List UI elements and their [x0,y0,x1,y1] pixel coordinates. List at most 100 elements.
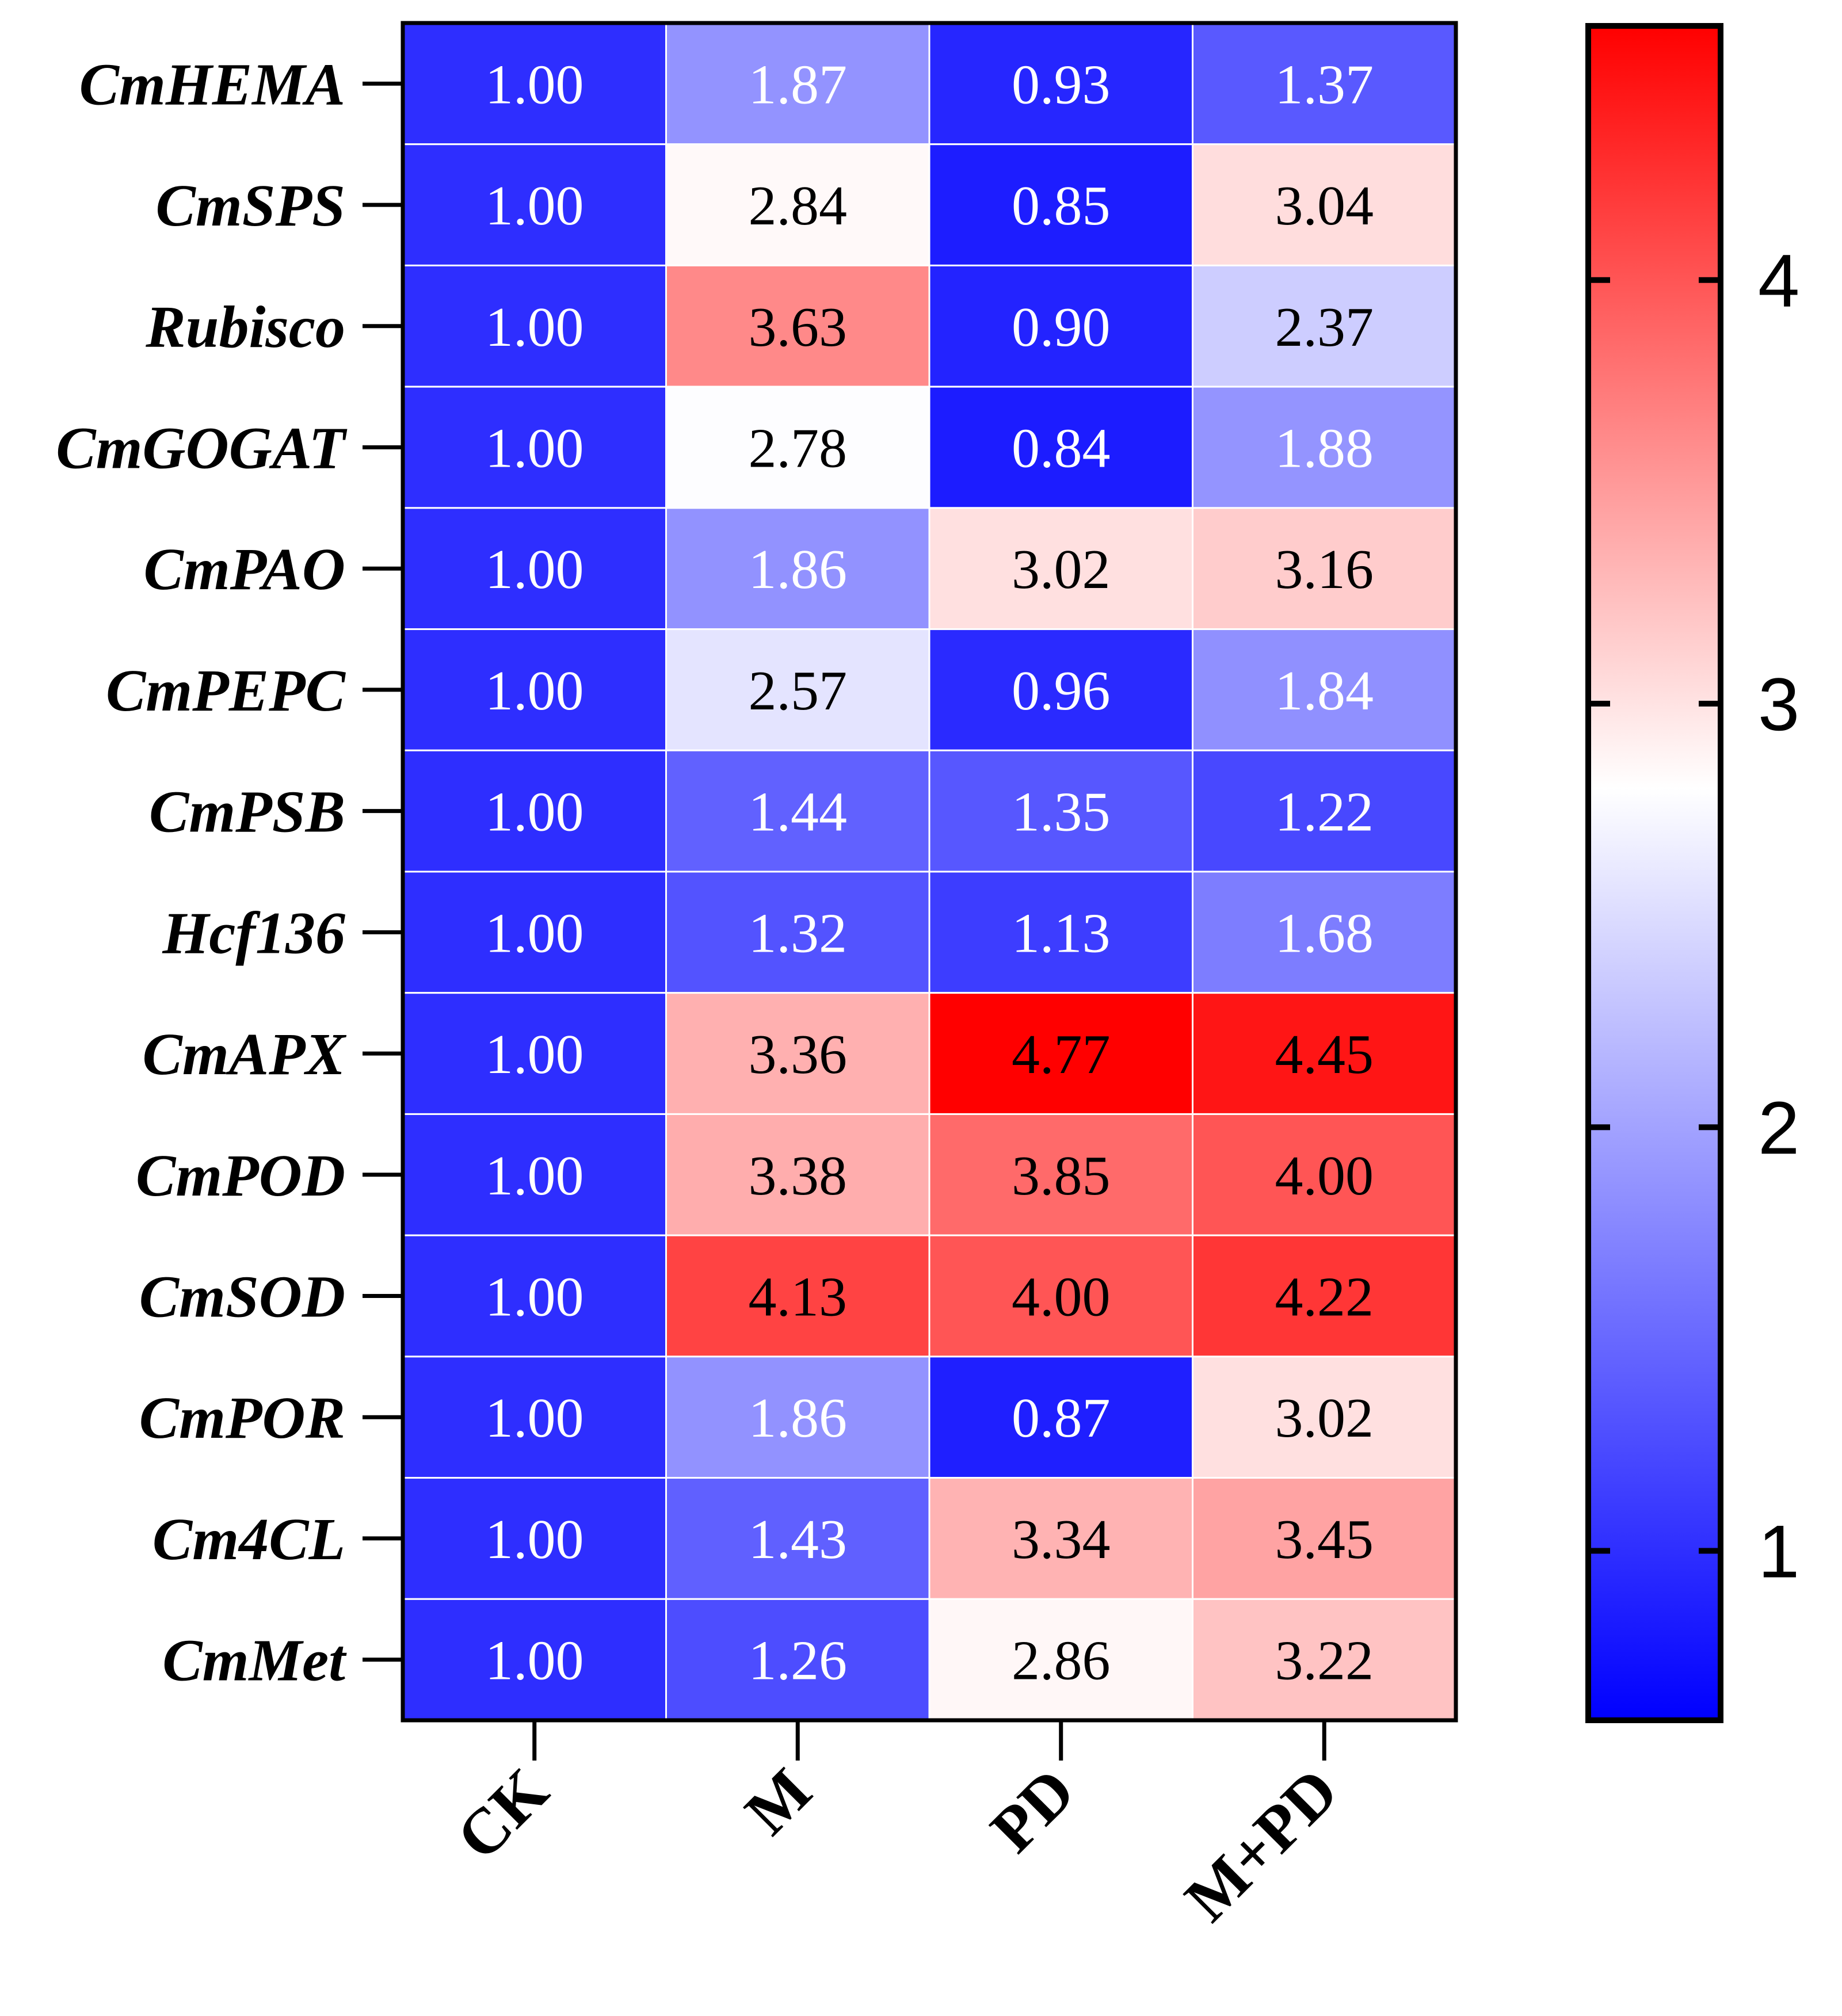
row-label: CmPOR [139,1385,345,1451]
cell-value-label: 3.02 [1012,539,1111,601]
heatmap-cell [928,1113,1193,1236]
cell-value-label: 0.85 [1012,175,1111,237]
heatmap-cell [402,628,667,751]
cell-value-label: 3.45 [1275,1509,1374,1571]
cell-value-label: 1.00 [485,1266,584,1328]
row-label: CmMet [162,1628,347,1694]
heatmap-cell [1192,992,1457,1115]
colorbar-tick-label: 1 [1758,1510,1799,1594]
cell-value-label: 3.16 [1275,539,1374,601]
cell-value-label: 1.00 [485,1387,584,1449]
heatmap-cell [1192,264,1457,388]
cell-value-label: 1.68 [1275,902,1374,964]
row-label: Hcf136 [162,900,345,966]
heatmap-cell [928,992,1193,1115]
heatmap-cell [928,749,1193,873]
cell-value-label: 1.86 [749,1387,848,1449]
row-label: CmSPS [156,173,345,239]
cell-value-label: 1.37 [1275,54,1374,116]
heatmap-cell [1192,1113,1457,1236]
heatmap-cell [402,1356,667,1479]
cell-value-label: 1.32 [749,902,848,964]
cell-value-label: 1.00 [485,418,584,480]
heatmap-cell [928,1356,1193,1479]
cell-value-label: 1.00 [485,539,584,601]
heatmap-cell [1192,1356,1457,1479]
heatmap-cell [665,1598,930,1721]
heatmap-cell [1192,749,1457,873]
heatmap-cell [402,22,667,146]
heatmap-cell [665,264,930,388]
colorbar-tick-label: 2 [1758,1086,1799,1170]
row-label: CmPAO [143,536,345,602]
cell-value-label: 0.87 [1012,1387,1111,1449]
cell-value-label: 1.00 [485,1024,584,1086]
heatmap-cell [928,1234,1193,1358]
heatmap-cell [665,1234,930,1358]
heatmap-cell [402,1113,667,1236]
cell-value-label: 0.96 [1012,660,1111,722]
cell-value-label: 1.86 [749,539,848,601]
cell-value-label: 2.37 [1275,296,1374,358]
heatmap-cell [1192,1598,1457,1721]
colorbar-gradient [1585,23,1723,1723]
heatmap-cell [402,1477,667,1600]
heatmap-cell [665,143,930,266]
cell-value-label: 2.78 [749,418,848,480]
cell-value-label: 1.43 [749,1509,848,1571]
row-label: CmPEPC [106,658,346,724]
colorbar: 1 2 3 4 [1585,23,1799,1723]
cell-value-label: 1.13 [1012,902,1111,964]
cell-value-label: 1.00 [485,660,584,722]
heatmap-cell [665,1113,930,1236]
cell-value-label: 2.84 [749,175,848,237]
row-label: CmPSB [149,779,345,845]
heatmap-cell [665,1477,930,1600]
cell-value-label: 1.88 [1275,418,1374,480]
cell-value-label: 3.04 [1275,175,1374,237]
cell-value-label: 0.84 [1012,418,1111,480]
cell-value-label: 1.22 [1275,781,1374,843]
heatmap-cell [928,507,1193,631]
heatmap-cell [402,507,667,631]
cell-value-label: 1.26 [749,1630,848,1692]
cell-value-label: 4.77 [1012,1024,1111,1086]
cell-value-label: 3.36 [749,1024,848,1086]
cell-value-label: 1.35 [1012,781,1111,843]
cell-value-label: 2.57 [749,660,848,722]
column-label: PD [977,1755,1088,1866]
row-label: Rubisco [145,294,345,360]
cell-value-label: 3.63 [749,296,848,358]
row-label: Cm4CL [152,1506,345,1572]
cell-value-label: 1.84 [1275,660,1374,722]
heatmap-cells: 1.00 1.87 0.93 1.37 1.00 2.84 0.85 3.04 1.00 3.63… [402,22,1457,1721]
heatmap-cell [665,507,930,631]
heatmap-cell [665,628,930,751]
row-label: CmSOD [139,1264,345,1330]
heatmap-cell [402,870,667,994]
column-label: M [731,1755,825,1848]
colorbar-tick-label: 4 [1758,239,1799,323]
cell-value-label: 1.00 [485,902,584,964]
cell-value-label: 1.00 [485,175,584,237]
cell-value-label: 1.00 [485,781,584,843]
cell-value-label: 3.34 [1012,1509,1111,1571]
column-label: CK [443,1755,562,1873]
column-label: M+PD [1172,1755,1352,1935]
cell-value-label: 3.02 [1275,1387,1374,1449]
cell-value-label: 0.93 [1012,54,1111,116]
cell-value-label: 4.22 [1275,1266,1374,1328]
cell-value-label: 4.13 [749,1266,848,1328]
cell-value-label: 4.45 [1275,1024,1374,1086]
row-labels: CmHEMA CmSPS Rubisco CmGOGAT CmPAO CmPEPC CmPS… [56,51,403,1694]
heatmap-cell [1192,143,1457,266]
heatmap-cell [1192,22,1457,146]
heatmap-cell [928,1477,1193,1600]
cell-value-label: 1.00 [485,1630,584,1692]
heatmap-cell [665,22,930,146]
heatmap-cell [928,1598,1193,1721]
cell-value-label: 4.00 [1275,1145,1374,1207]
heatmap-cell [1192,385,1457,509]
heatmap-cell [665,385,930,509]
column-labels: CK M PD M+PD [443,1720,1352,1935]
